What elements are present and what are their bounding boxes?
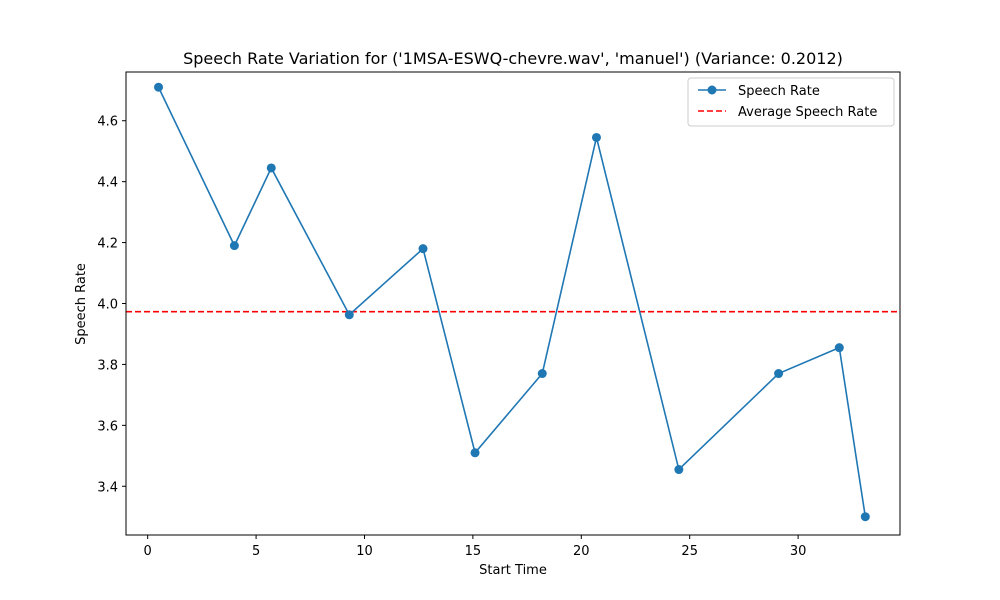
x-tick-label: 0 — [144, 544, 152, 559]
y-tick-label: 4.6 — [97, 115, 118, 130]
y-tick-label: 3.4 — [97, 480, 118, 495]
speech-rate-point — [537, 369, 547, 379]
y-tick-label: 3.8 — [97, 358, 118, 373]
legend-marker-speech-rate — [707, 85, 717, 95]
speech-rate-point — [418, 244, 428, 254]
legend-label-speech-rate: Speech Rate — [738, 84, 820, 99]
x-tick-label: 30 — [790, 544, 807, 559]
speech-rate-point — [860, 512, 870, 522]
speech-rate-point — [229, 241, 239, 251]
speech-rate-point — [591, 132, 601, 142]
y-tick-label: 4.0 — [97, 298, 118, 313]
y-tick-label: 4.4 — [97, 176, 118, 191]
x-tick-label: 5 — [252, 544, 260, 559]
plot-area — [126, 82, 900, 522]
legend: Speech Rate Average Speech Rate — [687, 77, 895, 127]
axes: 0 5 10 15 20 25 30 3.4 3.6 3.8 4.0 4.2 4.4 4.6 — [97, 71, 901, 559]
speech-rate-point — [674, 465, 684, 475]
plot-frame — [125, 71, 901, 536]
y-axis-label: Speech Rate — [74, 263, 89, 345]
speech-rate-point — [154, 82, 164, 92]
y-tick-label: 4.2 — [97, 237, 118, 252]
x-tick-label: 10 — [356, 544, 373, 559]
speech-rate-point — [344, 310, 354, 320]
x-tick-label: 20 — [573, 544, 590, 559]
speech-rate-point — [774, 369, 784, 379]
chart-title: Speech Rate Variation for ('1MSA-ESWQ-ch… — [183, 49, 843, 68]
legend-label-average: Average Speech Rate — [738, 105, 877, 120]
x-tick-label: 15 — [465, 544, 482, 559]
y-tick-label: 3.6 — [97, 419, 118, 434]
x-axis-label: Start Time — [479, 563, 547, 578]
speech-rate-point — [834, 343, 844, 353]
legend-box — [687, 77, 895, 127]
speech-rate-point — [470, 448, 480, 458]
x-tick-label: 25 — [681, 544, 698, 559]
speech-rate-series-line — [157, 86, 867, 517]
speech-rate-point — [266, 163, 276, 173]
